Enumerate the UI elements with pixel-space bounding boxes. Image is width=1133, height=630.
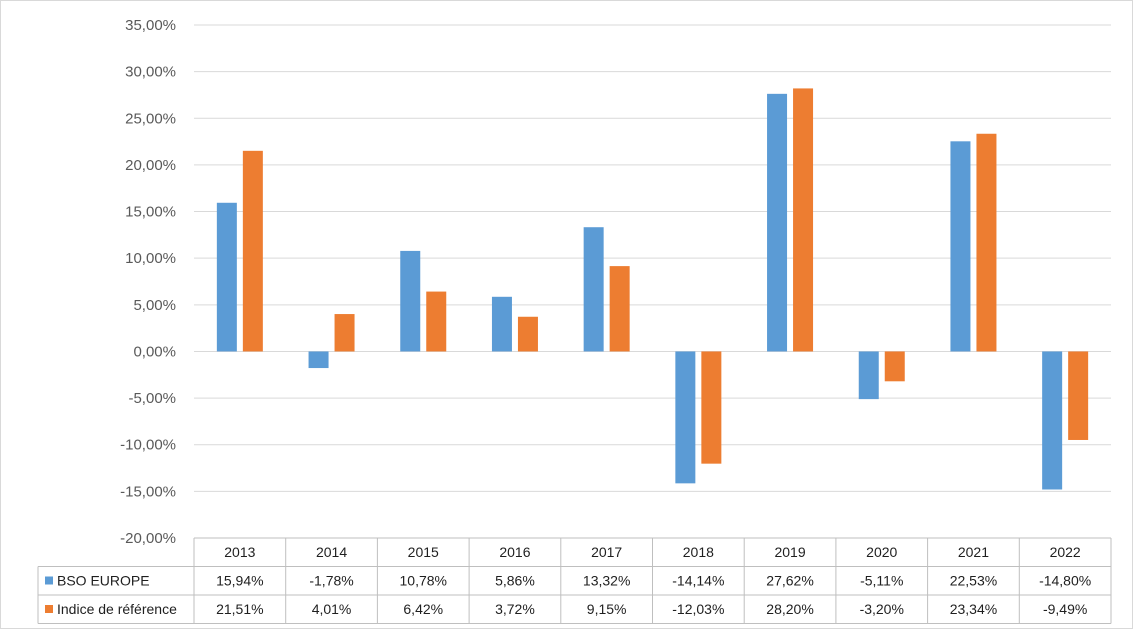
bar-bso-europe	[309, 351, 329, 368]
data-label: 27,62%	[766, 573, 813, 589]
y-tick-label: 35,00%	[125, 17, 176, 34]
bar-bso-europe	[400, 251, 420, 352]
bar-indice-reference	[518, 317, 538, 352]
data-label: 13,32%	[583, 573, 630, 589]
y-tick-label: 15,00%	[125, 204, 176, 221]
y-tick-label: 5,00%	[133, 297, 176, 314]
data-label: -14,14%	[672, 573, 724, 589]
category-label: 2016	[499, 544, 530, 560]
data-label: -1,78%	[309, 573, 353, 589]
bar-bso-europe	[217, 203, 237, 352]
data-label: 21,51%	[216, 601, 263, 617]
legend-swatch	[45, 577, 53, 585]
bar-bso-europe	[584, 227, 604, 351]
category-label: 2022	[1050, 544, 1081, 560]
category-label: 2014	[316, 544, 347, 560]
bar-bso-europe	[1042, 351, 1062, 489]
bar-indice-reference	[701, 351, 721, 463]
bar-indice-reference	[1068, 351, 1088, 440]
bar-indice-reference	[976, 134, 996, 352]
category-label: 2015	[408, 544, 439, 560]
bar-bso-europe	[859, 351, 879, 399]
category-label: 2020	[866, 544, 897, 560]
category-label: 2018	[683, 544, 714, 560]
y-tick-label: 30,00%	[125, 64, 176, 81]
bar-indice-reference	[426, 292, 446, 352]
data-label: 10,78%	[400, 573, 447, 589]
data-label: -3,20%	[860, 601, 904, 617]
legend-label: BSO EUROPE	[57, 573, 150, 589]
bar-indice-reference	[335, 314, 355, 351]
category-label: 2013	[224, 544, 255, 560]
y-tick-label: 10,00%	[125, 250, 176, 267]
bar-bso-europe	[492, 297, 512, 352]
bar-bso-europe	[675, 351, 695, 483]
category-label: 2021	[958, 544, 989, 560]
bar-bso-europe	[767, 94, 787, 352]
data-label: 5,86%	[495, 573, 535, 589]
data-label: -9,49%	[1043, 601, 1087, 617]
data-label: 23,34%	[950, 601, 997, 617]
y-tick-label: -15,00%	[120, 483, 176, 500]
data-label: 6,42%	[403, 601, 443, 617]
bar-indice-reference	[243, 151, 263, 352]
y-tick-label: -10,00%	[120, 437, 176, 454]
data-label: 22,53%	[950, 573, 997, 589]
data-label: 9,15%	[587, 601, 627, 617]
y-tick-label: -20,00%	[120, 530, 176, 547]
category-label: 2019	[774, 544, 805, 560]
data-label: -5,11%	[860, 573, 903, 589]
data-label: 15,94%	[216, 573, 263, 589]
bar-indice-reference	[885, 351, 905, 381]
data-label: 4,01%	[312, 601, 352, 617]
data-label: 3,72%	[495, 601, 535, 617]
y-tick-label: 25,00%	[125, 110, 176, 127]
bar-bso-europe	[950, 141, 970, 351]
legend-swatch	[45, 605, 53, 613]
bar-indice-reference	[610, 266, 630, 351]
bar-indice-reference	[793, 88, 813, 351]
legend-label: Indice de référence	[57, 601, 177, 617]
y-tick-label: -5,00%	[128, 390, 176, 407]
data-label: 28,20%	[766, 601, 813, 617]
y-tick-label: 0,00%	[133, 343, 176, 360]
data-label: -12,03%	[672, 601, 724, 617]
y-tick-label: 20,00%	[125, 157, 176, 174]
category-label: 2017	[591, 544, 622, 560]
data-label: -14,80%	[1039, 573, 1091, 589]
